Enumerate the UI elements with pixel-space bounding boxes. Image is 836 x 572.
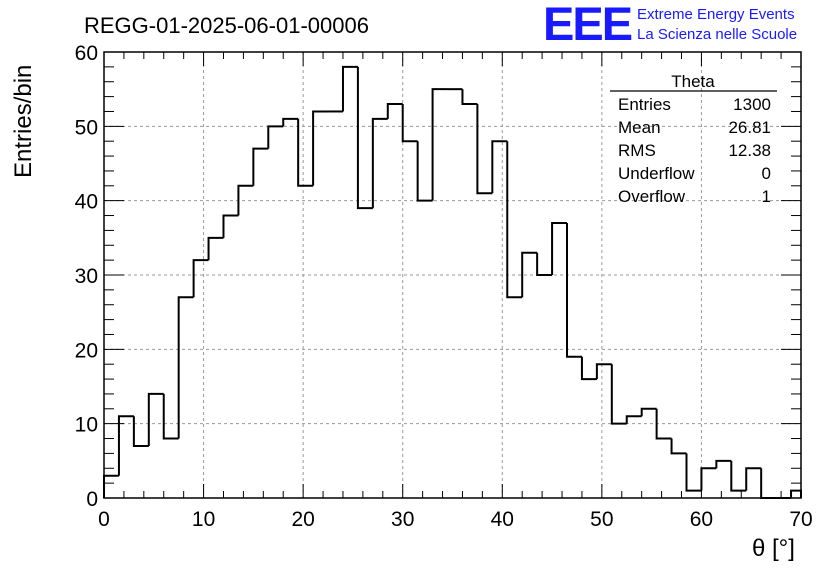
stats-row-label: RMS [618, 141, 656, 160]
histogram-bin [371, 117, 388, 209]
stats-box: Theta Entries 1300 Mean 26.81 RMS 12.38 Underf… [610, 72, 777, 206]
stats-row-value: 26.81 [728, 118, 771, 137]
histogram-bin [132, 416, 149, 447]
histogram-bin [566, 222, 582, 358]
stats-row-label: Overflow [618, 187, 686, 206]
chart-title: REGG-01-2025-06-01-00006 [84, 13, 369, 38]
histogram-bin [580, 356, 597, 381]
stats-row-value: 0 [762, 164, 771, 183]
histogram-bin [356, 66, 373, 210]
logo-line-2: La Scienza nelle Scuole [637, 26, 797, 43]
histogram-bin [207, 236, 224, 261]
histogram-bin [790, 489, 802, 498]
histogram-bin [103, 474, 119, 498]
histogram-bin [625, 415, 642, 424]
histogram-bin [147, 392, 164, 446]
histogram-bin [222, 214, 239, 238]
y-tick-label: 60 [75, 42, 98, 65]
histogram-bin [715, 459, 732, 469]
histogram-bin [162, 393, 179, 440]
histogram-bin [506, 141, 523, 299]
histogram-bin [551, 221, 568, 275]
histogram-bin [416, 141, 433, 202]
y-tick-label: 0 [86, 488, 98, 511]
y-tick-label: 30 [75, 265, 98, 288]
histogram-bin [655, 408, 672, 440]
histogram-bin [401, 104, 418, 143]
stats-row-value: 1300 [733, 95, 771, 114]
histogram-bars [103, 65, 802, 499]
stats-row-value: 1 [762, 187, 771, 206]
histogram-bin [177, 296, 194, 439]
histogram-bin [297, 118, 314, 187]
eee-logo-mark: EEE [543, 0, 632, 50]
histogram-bin [476, 104, 493, 195]
histogram-bin [341, 65, 358, 112]
x-tick-label: 60 [690, 508, 713, 531]
histogram-bin [282, 117, 299, 127]
histogram-bin [640, 407, 657, 417]
stats-row-label: Mean [618, 118, 661, 137]
stats-row-value: 12.38 [728, 141, 771, 160]
histogram-bin [267, 125, 284, 149]
histogram-bin [595, 363, 612, 380]
histogram-bin [745, 467, 762, 491]
eee-logo: EEE Extreme Energy Events La Scienza nel… [543, 0, 797, 50]
x-tick-label: 30 [391, 508, 414, 531]
histogram-bin [431, 88, 448, 201]
histogram-bin [461, 89, 478, 106]
y-tick-label: 20 [75, 339, 98, 362]
x-tick-label: 50 [590, 508, 613, 531]
histogram-bin [700, 467, 717, 491]
y-tick-label: 10 [75, 414, 98, 437]
x-tick-label: 20 [291, 508, 314, 531]
x-tick-label: 10 [192, 508, 215, 531]
histogram-bin [536, 252, 553, 276]
x-tick-label: 70 [789, 508, 812, 531]
histogram-bin [117, 415, 134, 476]
histogram-bin [192, 259, 209, 298]
y-tick-label: 50 [75, 116, 98, 139]
histogram-bin [610, 364, 627, 425]
histogram-bin [237, 184, 254, 216]
grid [104, 52, 801, 498]
histogram-bin [670, 438, 687, 455]
logo-line-1: Extreme Energy Events [637, 6, 795, 23]
y-axis-label: Entries/bin [10, 65, 37, 178]
histogram-bin [730, 460, 747, 492]
histogram-bin [521, 251, 538, 298]
histogram-bin [386, 103, 403, 119]
stats-row-label: Entries [618, 95, 671, 114]
histogram-bin [760, 468, 777, 499]
x-tick-label: 40 [491, 508, 514, 531]
histogram-bin [491, 140, 508, 194]
stats-title: Theta [671, 72, 715, 91]
x-axis-label: θ [°] [752, 535, 795, 562]
stats-row-label: Underflow [618, 164, 695, 183]
histogram-bin [252, 147, 269, 186]
y-tick-label: 40 [75, 191, 98, 214]
histogram-bin [312, 110, 329, 186]
x-tick-label: 0 [98, 508, 110, 531]
histogram-bin [685, 453, 702, 492]
